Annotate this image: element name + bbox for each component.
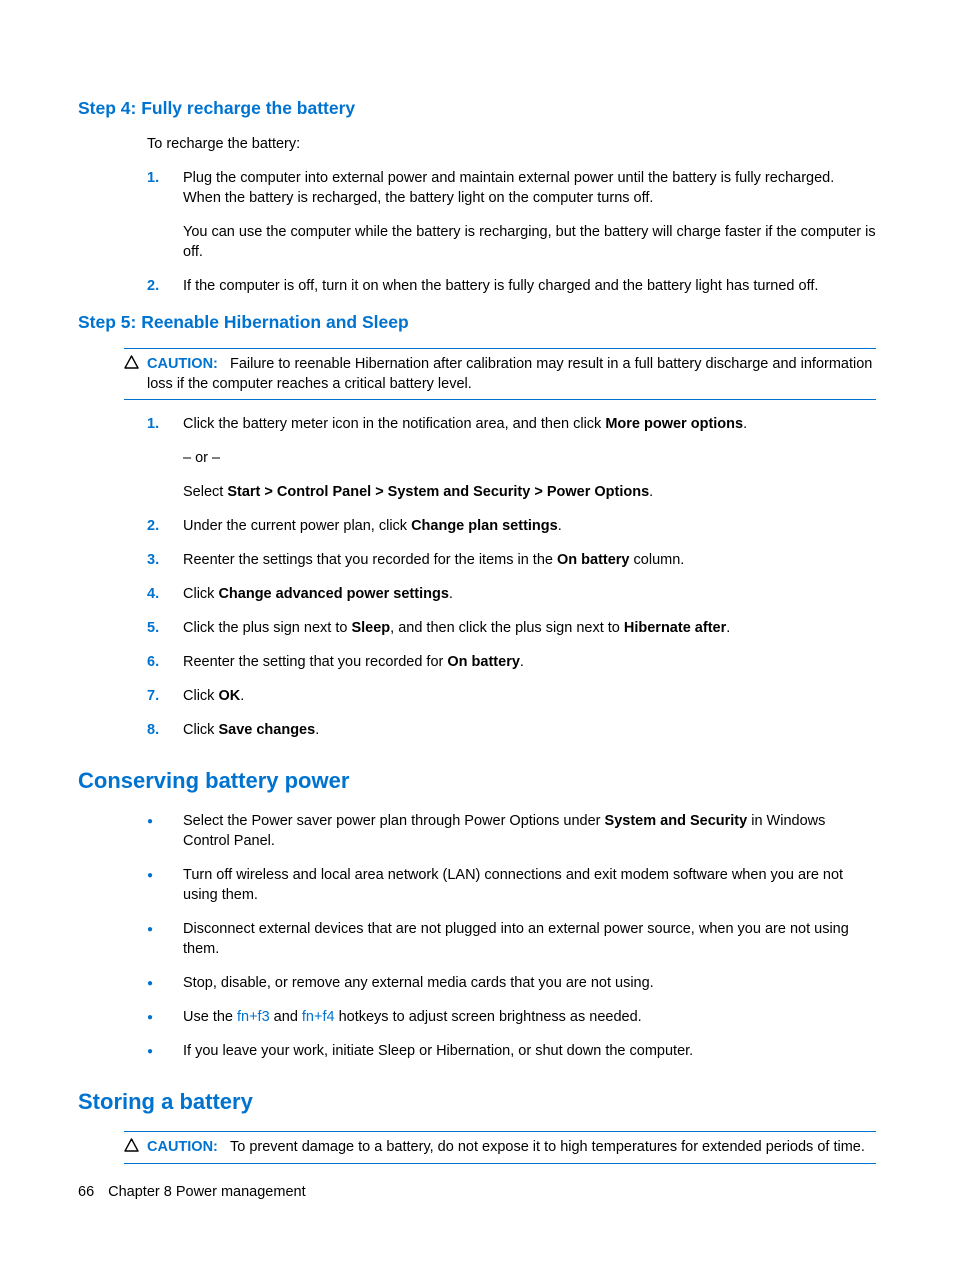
list-item: 4. Click Change advanced power settings. [147,584,876,604]
list-number: 3. [147,550,183,570]
paragraph: Click the battery meter icon in the noti… [183,414,876,434]
list-number: 5. [147,618,183,638]
list-item: 2. If the computer is off, turn it on wh… [147,276,876,296]
list-body: Click OK. [183,686,876,706]
conserving-section: Conserving battery power ● Select the Po… [78,766,876,1060]
list-item: 5. Click the plus sign next to Sleep, an… [147,618,876,638]
caution-icon [124,1137,147,1158]
conserving-list: ● Select the Power saver power plan thro… [147,811,876,1061]
bullet-icon: ● [147,811,183,851]
list-body: Use the fn+f3 and fn+f4 hotkeys to adjus… [183,1007,876,1027]
chapter-label: Chapter 8 Power management [108,1184,305,1200]
step5-list: 1. Click the battery meter icon in the n… [147,414,876,740]
list-number: 2. [147,516,183,536]
list-body: Click Change advanced power settings. [183,584,876,604]
hotkey-link[interactable]: fn+f4 [302,1009,335,1025]
paragraph: If the computer is off, turn it on when … [183,276,876,296]
bullet-icon: ● [147,973,183,993]
paragraph: – or – [183,448,876,468]
list-item: ● If you leave your work, initiate Sleep… [147,1041,876,1061]
list-number: 4. [147,584,183,604]
list-number: 7. [147,686,183,706]
step4-section: Step 4: Fully recharge the battery To re… [78,96,876,296]
caution-label: CAUTION: [147,356,218,372]
storing-section: Storing a battery CAUTION: To prevent da… [78,1087,876,1164]
step5-heading: Step 5: Reenable Hibernation and Sleep [78,310,876,334]
caution-text: CAUTION: To prevent damage to a battery,… [147,1137,876,1158]
caution-box: CAUTION: To prevent damage to a battery,… [124,1131,876,1164]
list-item: 8. Click Save changes. [147,720,876,740]
list-body: Disconnect external devices that are not… [183,919,876,959]
list-body: Stop, disable, or remove any external me… [183,973,876,993]
list-number: 2. [147,276,183,296]
paragraph: Plug the computer into external power an… [183,168,876,208]
step4-intro: To recharge the battery: [147,134,876,154]
list-body: Turn off wireless and local area network… [183,865,876,905]
paragraph: You can use the computer while the batte… [183,222,876,262]
list-number: 1. [147,414,183,502]
bullet-icon: ● [147,1041,183,1061]
list-item: 1. Plug the computer into external power… [147,168,876,262]
list-item: ● Stop, disable, or remove any external … [147,973,876,993]
caution-label: CAUTION: [147,1139,218,1155]
list-body: Plug the computer into external power an… [183,168,876,262]
storing-heading: Storing a battery [78,1087,876,1117]
list-body: If you leave your work, initiate Sleep o… [183,1041,876,1061]
step4-heading: Step 4: Fully recharge the battery [78,96,876,120]
list-body: Reenter the settings that you recorded f… [183,550,876,570]
caution-icon [124,354,147,394]
conserving-heading: Conserving battery power [78,766,876,796]
page-number: 66 [78,1184,94,1200]
caution-text: CAUTION: Failure to reenable Hibernation… [147,354,876,394]
list-body: Select the Power saver power plan throug… [183,811,876,851]
list-item: ● Use the fn+f3 and fn+f4 hotkeys to adj… [147,1007,876,1027]
list-body: Reenter the setting that you recorded fo… [183,652,876,672]
list-item: 6. Reenter the setting that you recorded… [147,652,876,672]
list-body: Click the battery meter icon in the noti… [183,414,876,502]
step5-section: Step 5: Reenable Hibernation and Sleep C… [78,310,876,740]
caution-body: Failure to reenable Hibernation after ca… [147,356,872,392]
caution-box: CAUTION: Failure to reenable Hibernation… [124,348,876,400]
list-item: 2. Under the current power plan, click C… [147,516,876,536]
bullet-icon: ● [147,865,183,905]
caution-body: To prevent damage to a battery, do not e… [230,1139,865,1155]
list-item: ● Select the Power saver power plan thro… [147,811,876,851]
list-number: 6. [147,652,183,672]
list-item: ● Disconnect external devices that are n… [147,919,876,959]
bullet-icon: ● [147,1007,183,1027]
list-item: ● Turn off wireless and local area netwo… [147,865,876,905]
page-footer: 66 Chapter 8 Power management [78,1182,306,1202]
list-item: 1. Click the battery meter icon in the n… [147,414,876,502]
list-number: 8. [147,720,183,740]
list-body: Click the plus sign next to Sleep, and t… [183,618,876,638]
hotkey-link[interactable]: fn+f3 [237,1009,270,1025]
list-body: If the computer is off, turn it on when … [183,276,876,296]
list-body: Under the current power plan, click Chan… [183,516,876,536]
list-item: 3. Reenter the settings that you recorde… [147,550,876,570]
list-body: Click Save changes. [183,720,876,740]
list-number: 1. [147,168,183,262]
bullet-icon: ● [147,919,183,959]
step4-list: 1. Plug the computer into external power… [147,168,876,296]
paragraph: Select Start > Control Panel > System an… [183,482,876,502]
list-item: 7. Click OK. [147,686,876,706]
